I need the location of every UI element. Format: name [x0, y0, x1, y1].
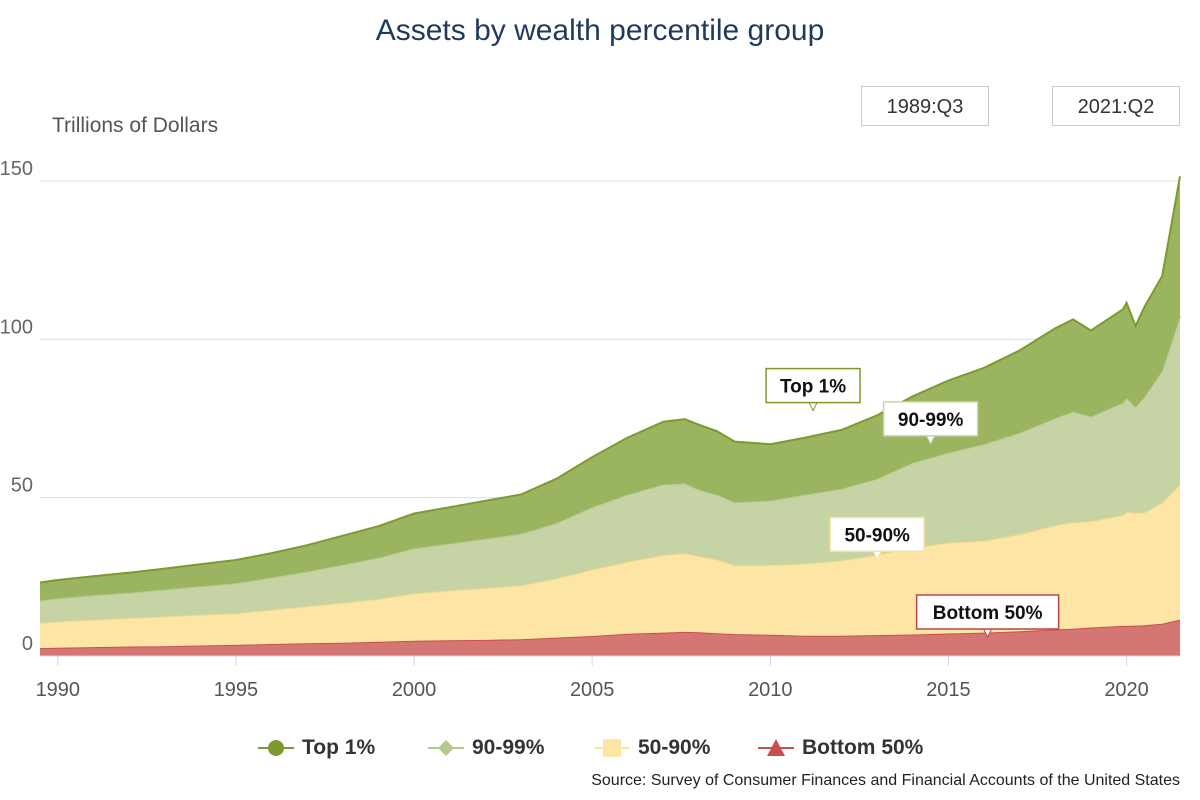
source-note: Source: Survey of Consumer Finances and … — [591, 772, 1180, 789]
x-tick-label: 2015 — [926, 679, 971, 701]
annotation-box — [765, 367, 861, 404]
y-tick-label: 50 — [11, 475, 33, 497]
stacked-areas — [39, 176, 1181, 656]
diamond-icon — [428, 740, 464, 756]
legend-label: 50-90% — [638, 736, 711, 759]
circle-icon — [258, 740, 294, 756]
legend-item-bottom-50[interactable]: Bottom 50% — [758, 732, 923, 764]
x-tick-label: 1990 — [36, 679, 81, 701]
y-tick-label: 0 — [22, 633, 33, 655]
annotation-label: 50-90% — [844, 525, 910, 546]
x-tick-label: 2020 — [1104, 679, 1149, 701]
annotation-box — [915, 594, 1060, 630]
annotation-box — [882, 401, 979, 437]
triangle-icon — [758, 739, 794, 756]
legend-label: Bottom 50% — [802, 736, 924, 759]
line-series-3 — [39, 176, 1181, 584]
y-tick-label: 150 — [0, 158, 33, 180]
y-axis-title: Trillions of Dollars — [52, 114, 219, 137]
legend-label: Top 1% — [302, 736, 376, 759]
range-end-input[interactable]: 2021:Q2 — [1052, 86, 1180, 126]
legend: Top 1% 90-99% 50-90% Bottom 50% — [0, 732, 1200, 764]
y-tick-label: 100 — [0, 316, 33, 338]
area-series-3 — [40, 176, 1180, 601]
legend-label: 90-99% — [472, 736, 545, 759]
annotation-box — [829, 516, 925, 553]
square-icon — [594, 739, 630, 757]
area-series-0 — [40, 619, 1180, 656]
annotation-label: Bottom 50% — [933, 603, 1043, 624]
annotation-label: 90-99% — [898, 410, 964, 431]
x-tick-label: 2005 — [570, 679, 615, 701]
chart-title: Assets by wealth percentile group — [375, 14, 825, 47]
annotation-label: Top 1% — [780, 377, 846, 398]
legend-item-top-1[interactable]: Top 1% — [258, 732, 375, 764]
range-start-input[interactable]: 1989:Q3 — [861, 86, 989, 126]
x-tick-label: 1995 — [214, 679, 259, 701]
legend-item-90-99[interactable]: 90-99% — [428, 732, 544, 764]
x-tick-label: 2000 — [392, 679, 437, 701]
annotations: Top 1% 90-99% 50-90% Bottom 50% — [765, 367, 1060, 639]
annotation-pointer — [808, 402, 818, 412]
axes: 0 50 100 150 1990 1995 2000 2005 2010 2015 2020 — [0, 158, 1180, 701]
legend-item-50-90[interactable]: 50-90% — [594, 732, 710, 764]
x-tick-label: 2010 — [748, 679, 793, 701]
